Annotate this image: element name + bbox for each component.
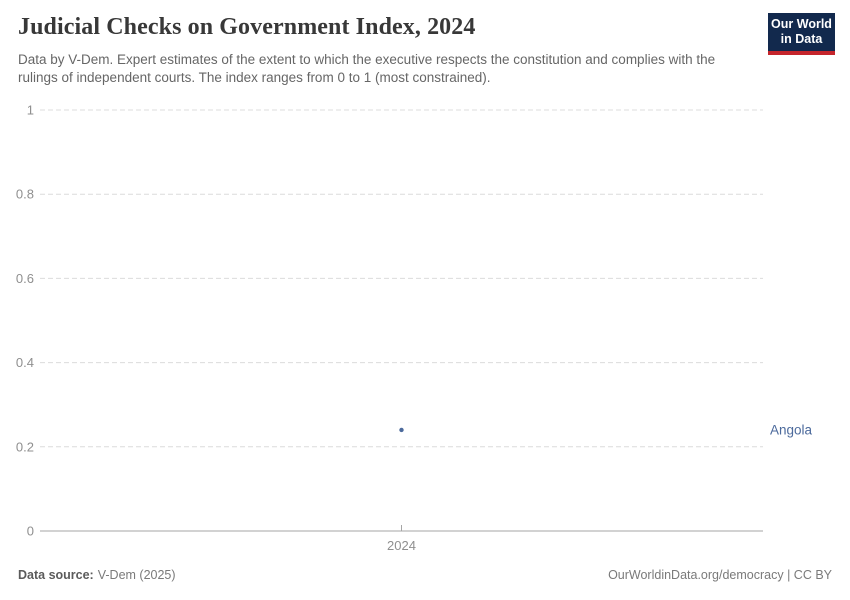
y-axis-tick-label: 0 bbox=[27, 524, 34, 539]
chart-footer: Data source: V-Dem (2025) OurWorldinData.… bbox=[18, 568, 832, 582]
owid-logo: Our World in Data bbox=[768, 13, 835, 55]
y-axis-tick-label: 1 bbox=[27, 103, 34, 118]
owid-credit-link[interactable]: OurWorldinData.org/democracy | CC BY bbox=[608, 568, 832, 582]
chart-title: Judicial Checks on Government Index, 202… bbox=[18, 14, 476, 40]
owid-logo-line2: in Data bbox=[780, 32, 823, 46]
data-source-value: V-Dem (2025) bbox=[97, 568, 176, 582]
y-axis-tick-label: 0.6 bbox=[16, 271, 34, 286]
y-axis-tick-label: 0.8 bbox=[16, 187, 34, 202]
data-source-label: Data source: bbox=[18, 568, 94, 582]
chart-subtitle: Data by V-Dem. Expert estimates of the e… bbox=[18, 52, 716, 85]
owid-logo-line1: Our World bbox=[771, 17, 832, 31]
entity-label-angola[interactable]: Angola bbox=[770, 422, 813, 437]
data-point-angola[interactable] bbox=[399, 427, 404, 433]
data-source: Data source: V-Dem (2025) bbox=[18, 568, 176, 582]
y-axis-tick-label: 0.4 bbox=[16, 355, 34, 370]
y-axis-tick-label: 0.2 bbox=[16, 439, 34, 454]
x-axis-tick-label: 2024 bbox=[387, 538, 416, 553]
